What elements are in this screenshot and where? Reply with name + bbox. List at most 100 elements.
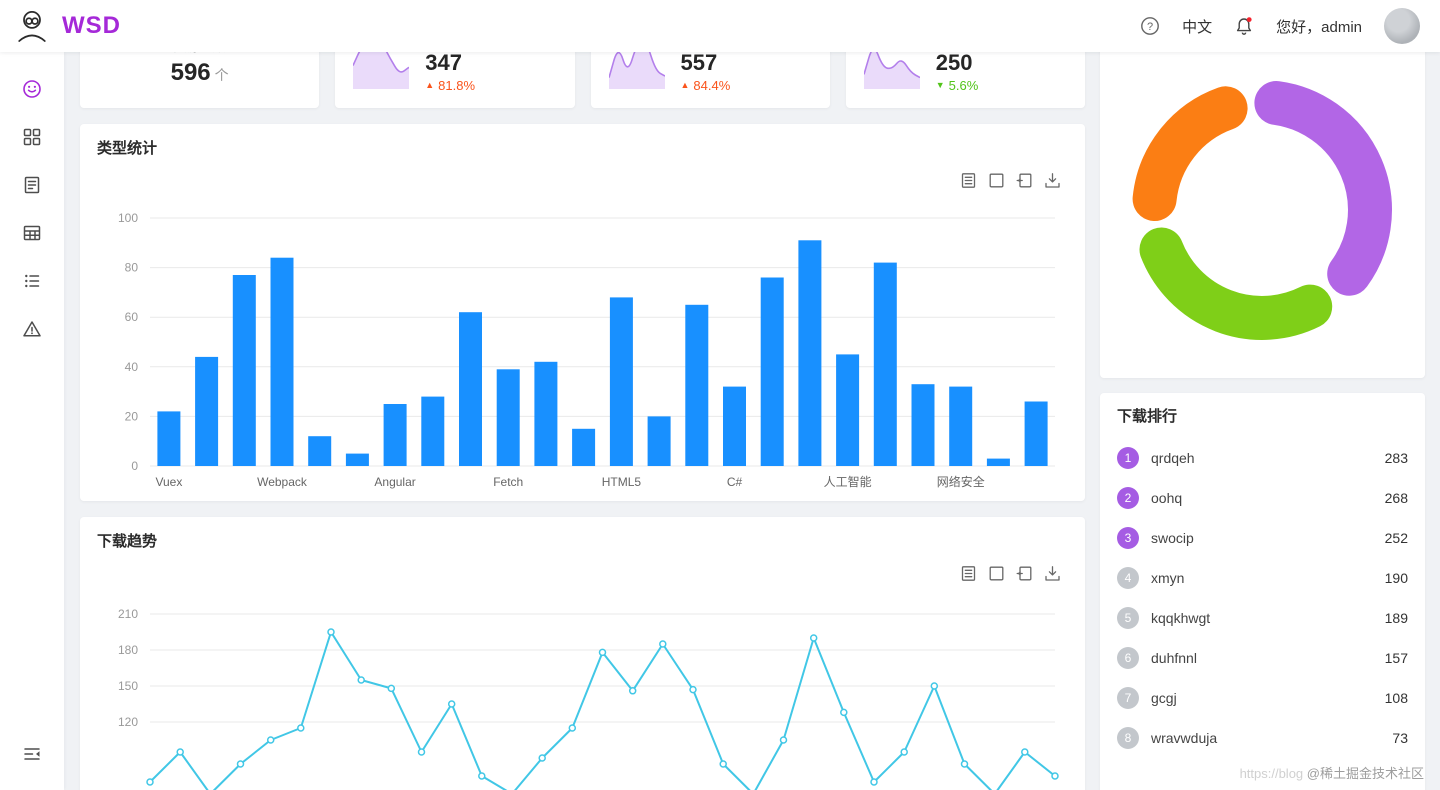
rank-row[interactable]: 7 gcgj 108 [1117, 678, 1408, 718]
notifications-button[interactable] [1234, 16, 1254, 36]
rank-value: 73 [1392, 730, 1408, 746]
rank-name: wravwduja [1151, 730, 1218, 746]
rank-row[interactable]: 1 qrdqeh 283 [1117, 438, 1408, 478]
sparkline-chart [863, 48, 920, 89]
svg-text:40: 40 [125, 360, 139, 374]
rank-name: oohq [1151, 490, 1183, 506]
svg-text:180: 180 [118, 643, 138, 657]
list-icon[interactable] [22, 271, 42, 291]
card-title: 下载排行 [1117, 408, 1178, 425]
brand-name: WSD [62, 12, 121, 39]
menu-fold-icon[interactable] [22, 744, 42, 764]
logo-avatar-icon [18, 11, 46, 42]
rank-row[interactable]: 4 xmyn 190 [1117, 558, 1408, 598]
rank-badge: 5 [1117, 607, 1139, 629]
rank-value: 157 [1384, 650, 1408, 666]
rank-row[interactable]: 8 wravwduja 73 [1117, 718, 1408, 758]
sparkline-chart [608, 40, 665, 89]
download-rank-card: 下载排行 1 qrdqeh 283 2 oohq 268 3 swocip 252 4 xmyn 19… [1100, 393, 1425, 790]
svg-text:210: 210 [118, 607, 138, 621]
user-greeting: 您好，admin [1276, 18, 1362, 36]
svg-text:?: ? [1147, 21, 1153, 33]
document-icon[interactable] [22, 175, 42, 195]
notification-dot [1246, 17, 1252, 22]
rank-name: xmyn [1151, 570, 1185, 586]
rank-value: 268 [1384, 490, 1408, 506]
stat-value: 596 个 [170, 59, 229, 86]
svg-text:100: 100 [118, 211, 138, 225]
svg-text:0: 0 [131, 459, 138, 473]
donut-chart[interactable] [1100, 13, 1425, 378]
rank-badge: 4 [1117, 567, 1139, 589]
bar-chart[interactable]: 0 20 40 60 80 100 Vuex Webpack Angular Fetch HTML5… [80, 124, 1085, 501]
warning-icon[interactable] [22, 319, 42, 339]
rank-value: 189 [1384, 610, 1408, 626]
rank-name: swocip [1151, 530, 1194, 546]
language-switch[interactable]: 中文 [1182, 18, 1213, 36]
svg-text:C#: C# [727, 475, 743, 489]
stat-unit: 个 [214, 67, 229, 83]
stat-value: 250 [935, 49, 973, 75]
svg-text:60: 60 [125, 310, 139, 324]
rank-value: 283 [1384, 450, 1408, 466]
svg-text:Fetch: Fetch [493, 475, 523, 489]
stat-trend: ▲ 81.8% [425, 77, 476, 93]
type-stats-card: 类型统计 0 20 40 60 80 100 Vuex Webpack Angular Fetch… [80, 124, 1085, 501]
rank-name: kqqkhwgt [1151, 610, 1211, 626]
stat-value: 347 [425, 49, 462, 75]
rank-value: 252 [1384, 530, 1408, 546]
download-icon[interactable] [1044, 172, 1061, 189]
data-view-icon[interactable] [960, 172, 977, 189]
svg-text:人工智能: 人工智能 [824, 474, 872, 489]
rank-badge: 1 [1117, 447, 1139, 469]
help-icon[interactable]: ? [1140, 16, 1160, 36]
data-zoom-icon[interactable] [988, 565, 1005, 582]
rank-badge: 2 [1117, 487, 1139, 509]
rank-row[interactable]: 6 duhfnnl 157 [1117, 638, 1408, 678]
svg-text:HTML5: HTML5 [602, 475, 642, 489]
svg-text:20: 20 [125, 409, 139, 423]
rank-badge: 6 [1117, 647, 1139, 669]
restore-icon[interactable] [1016, 565, 1033, 582]
stat-trend: ▼ 5.6% [935, 77, 979, 93]
download-icon[interactable] [1044, 565, 1061, 582]
data-zoom-icon[interactable] [988, 172, 1005, 189]
stat-value: 557 [680, 49, 718, 75]
svg-text:120: 120 [118, 715, 138, 729]
svg-text:80: 80 [125, 261, 139, 275]
download-trend-card: 下载趋势 210 180 150 120 [80, 517, 1085, 790]
smiley-icon[interactable] [22, 79, 42, 99]
trend-up-icon: ▲ [680, 80, 690, 90]
rank-row[interactable]: 5 kqqkhwgt 189 [1117, 598, 1408, 638]
stat-trend: ▲ 84.4% [680, 77, 731, 93]
chart-toolbox [960, 172, 1061, 189]
brand: WSD [12, 6, 121, 46]
chart-toolbox [960, 565, 1061, 582]
rank-value: 108 [1384, 690, 1408, 706]
line-chart[interactable]: 210 180 150 120 [80, 517, 1085, 790]
top-header: WSD ? 中文 您好，admin [0, 0, 1440, 52]
rank-row[interactable]: 2 oohq 268 [1117, 478, 1408, 518]
svg-text:网络安全: 网络安全 [937, 474, 985, 489]
card-title: 类型统计 [97, 140, 158, 157]
download-types-card: 下载类型 [1100, 13, 1425, 378]
trend-up-icon: ▲ [425, 80, 435, 90]
table-icon[interactable] [22, 223, 42, 243]
rank-name: gcgj [1151, 690, 1177, 706]
svg-text:150: 150 [118, 679, 138, 693]
svg-text:Angular: Angular [374, 475, 415, 489]
rank-name: qrdqeh [1151, 450, 1195, 466]
bell-icon [1237, 17, 1252, 35]
card-title: 下载趋势 [97, 533, 158, 550]
rank-badge: 3 [1117, 527, 1139, 549]
user-avatar[interactable] [1384, 8, 1420, 44]
rank-list: 1 qrdqeh 283 2 oohq 268 3 swocip 252 4 xmyn 190 5 kqq… [1117, 438, 1408, 758]
restore-icon[interactable] [1016, 172, 1033, 189]
data-view-icon[interactable] [960, 565, 977, 582]
sidebar [0, 52, 64, 790]
rank-row[interactable]: 3 swocip 252 [1117, 518, 1408, 558]
rank-name: duhfnnl [1151, 650, 1197, 666]
rank-value: 190 [1384, 570, 1408, 586]
grid-icon[interactable] [22, 127, 42, 147]
rank-badge: 7 [1117, 687, 1139, 709]
